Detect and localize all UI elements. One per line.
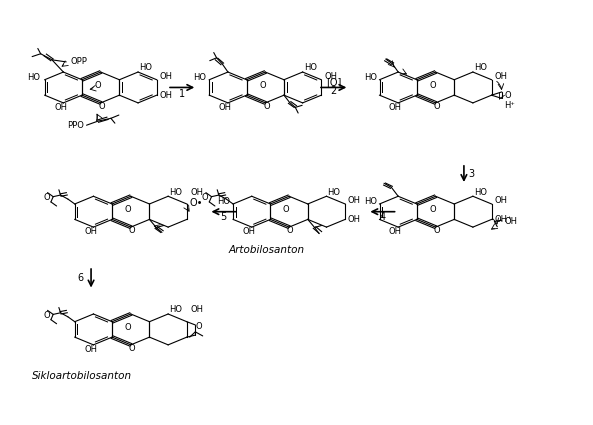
Text: [O]: [O]: [326, 77, 341, 87]
Text: OH: OH: [348, 215, 361, 224]
Text: HO: HO: [169, 188, 182, 197]
Text: O: O: [283, 205, 289, 214]
Text: O: O: [129, 226, 135, 235]
Text: O: O: [263, 102, 270, 111]
Text: HO: HO: [193, 73, 206, 82]
Text: OPP: OPP: [71, 57, 88, 66]
Text: PPO: PPO: [66, 121, 84, 130]
Text: H⁺: H⁺: [504, 101, 515, 110]
Text: HO: HO: [139, 63, 152, 73]
Text: OH: OH: [84, 345, 97, 354]
Text: O: O: [98, 102, 105, 111]
Text: OH: OH: [504, 217, 517, 226]
Text: 6: 6: [78, 273, 84, 283]
Text: O: O: [429, 81, 436, 90]
Text: Artobilosanton: Artobilosanton: [228, 245, 304, 255]
Text: O: O: [433, 226, 440, 235]
Text: O: O: [429, 205, 436, 214]
Text: OH: OH: [243, 227, 256, 236]
Text: O: O: [504, 91, 511, 100]
Text: HO: HO: [169, 306, 182, 314]
Text: OH: OH: [324, 72, 337, 81]
Text: O: O: [433, 102, 440, 111]
Text: HO: HO: [364, 73, 377, 82]
Text: OH: OH: [389, 227, 402, 236]
Text: O: O: [125, 205, 131, 214]
Text: OH: OH: [389, 103, 402, 112]
Text: O: O: [196, 322, 203, 331]
Text: HO: HO: [474, 188, 487, 197]
Text: OH: OH: [160, 72, 173, 81]
Text: OH: OH: [495, 72, 508, 81]
Text: 3: 3: [468, 169, 474, 179]
Text: HO: HO: [304, 63, 317, 73]
Text: O: O: [43, 193, 50, 202]
Text: O: O: [287, 226, 294, 235]
Text: 4: 4: [379, 212, 385, 222]
Text: O: O: [94, 81, 101, 90]
Text: O: O: [125, 323, 131, 332]
Text: HO: HO: [364, 198, 377, 207]
Text: Sikloartobilosanton: Sikloartobilosanton: [31, 371, 132, 381]
Text: O: O: [129, 343, 135, 353]
Text: OH: OH: [191, 188, 204, 197]
Text: HO: HO: [217, 198, 230, 207]
Text: O: O: [43, 311, 50, 320]
Text: 5: 5: [220, 212, 227, 222]
Text: OH: OH: [348, 196, 361, 205]
Text: OH: OH: [84, 227, 97, 236]
Text: OH⁺: OH⁺: [495, 215, 512, 224]
Text: OH: OH: [160, 91, 173, 100]
Text: O: O: [202, 193, 208, 202]
Text: OH: OH: [191, 306, 204, 314]
Text: OH: OH: [495, 196, 508, 205]
Text: 1: 1: [179, 88, 185, 99]
Text: O: O: [259, 81, 266, 90]
Text: HO: HO: [27, 73, 40, 82]
Text: OH: OH: [54, 103, 67, 112]
Text: HO: HO: [327, 188, 340, 197]
Text: OH: OH: [219, 103, 232, 112]
Text: O•: O•: [190, 198, 203, 208]
Text: 2: 2: [330, 86, 336, 96]
Text: HO: HO: [474, 63, 487, 73]
